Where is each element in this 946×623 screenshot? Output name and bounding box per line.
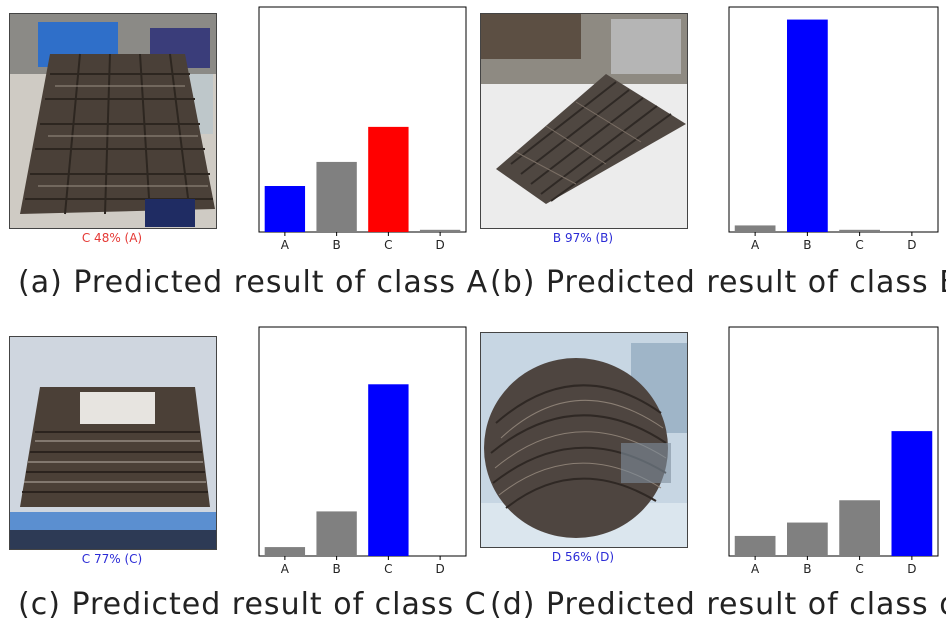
prediction-label-a: C 48% (A) [81, 231, 143, 245]
prediction-label-b: B 97% (B) [552, 231, 614, 245]
tick-label-B: B [333, 562, 341, 576]
caption-c: (c) Predicted result of class C [18, 587, 487, 622]
caption-b: (b) Predicted result of class B [490, 265, 946, 300]
bar-C [368, 126, 409, 232]
bar-C [368, 384, 409, 556]
bar-chart-c: A B C D [258, 326, 467, 576]
tick-label-C: C [855, 238, 863, 252]
tick-label-D: D [436, 562, 445, 576]
prediction-label-d: D 56% (D) [551, 550, 615, 564]
photo-panel-d [480, 332, 688, 548]
photo-panel-b [480, 13, 688, 229]
tick-label-B: B [803, 238, 811, 252]
tick-label-D: D [907, 562, 916, 576]
bar-D [891, 431, 933, 556]
bar-chart-a: A B C D [258, 6, 467, 252]
plot-frame [258, 326, 467, 557]
bar-A [264, 186, 306, 232]
tick-label-A: A [281, 238, 290, 252]
photo-panel-a [9, 13, 217, 229]
tick-label-B: B [803, 562, 811, 576]
bar-chart-d: A B C D [728, 326, 939, 576]
bar-C [839, 229, 881, 232]
tick-label-C: C [384, 238, 392, 252]
bar-D [419, 229, 461, 232]
bar-C [839, 500, 881, 556]
photo-panel-c [9, 336, 217, 550]
tick-label-A: A [751, 562, 760, 576]
tick-label-B: B [333, 238, 341, 252]
tick-label-A: A [751, 238, 760, 252]
bar-A [734, 535, 776, 556]
tick-label-D: D [907, 238, 916, 252]
caption-d: (d) Predicted result of class d [490, 587, 946, 622]
prediction-label-c: C 77% (C) [81, 552, 143, 566]
bar-B [316, 161, 357, 232]
bar-A [264, 547, 306, 556]
caption-a: (a) Predicted result of class A [18, 265, 489, 300]
tick-label-C: C [855, 562, 863, 576]
tick-label-D: D [436, 238, 445, 252]
bar-B [316, 511, 357, 556]
bar-B [786, 522, 828, 556]
bar-A [734, 225, 776, 232]
plot-frame [728, 6, 939, 233]
bar-chart-b: A B C D [728, 6, 939, 252]
tick-label-C: C [384, 562, 392, 576]
tick-label-A: A [281, 562, 290, 576]
bar-B [786, 19, 828, 232]
